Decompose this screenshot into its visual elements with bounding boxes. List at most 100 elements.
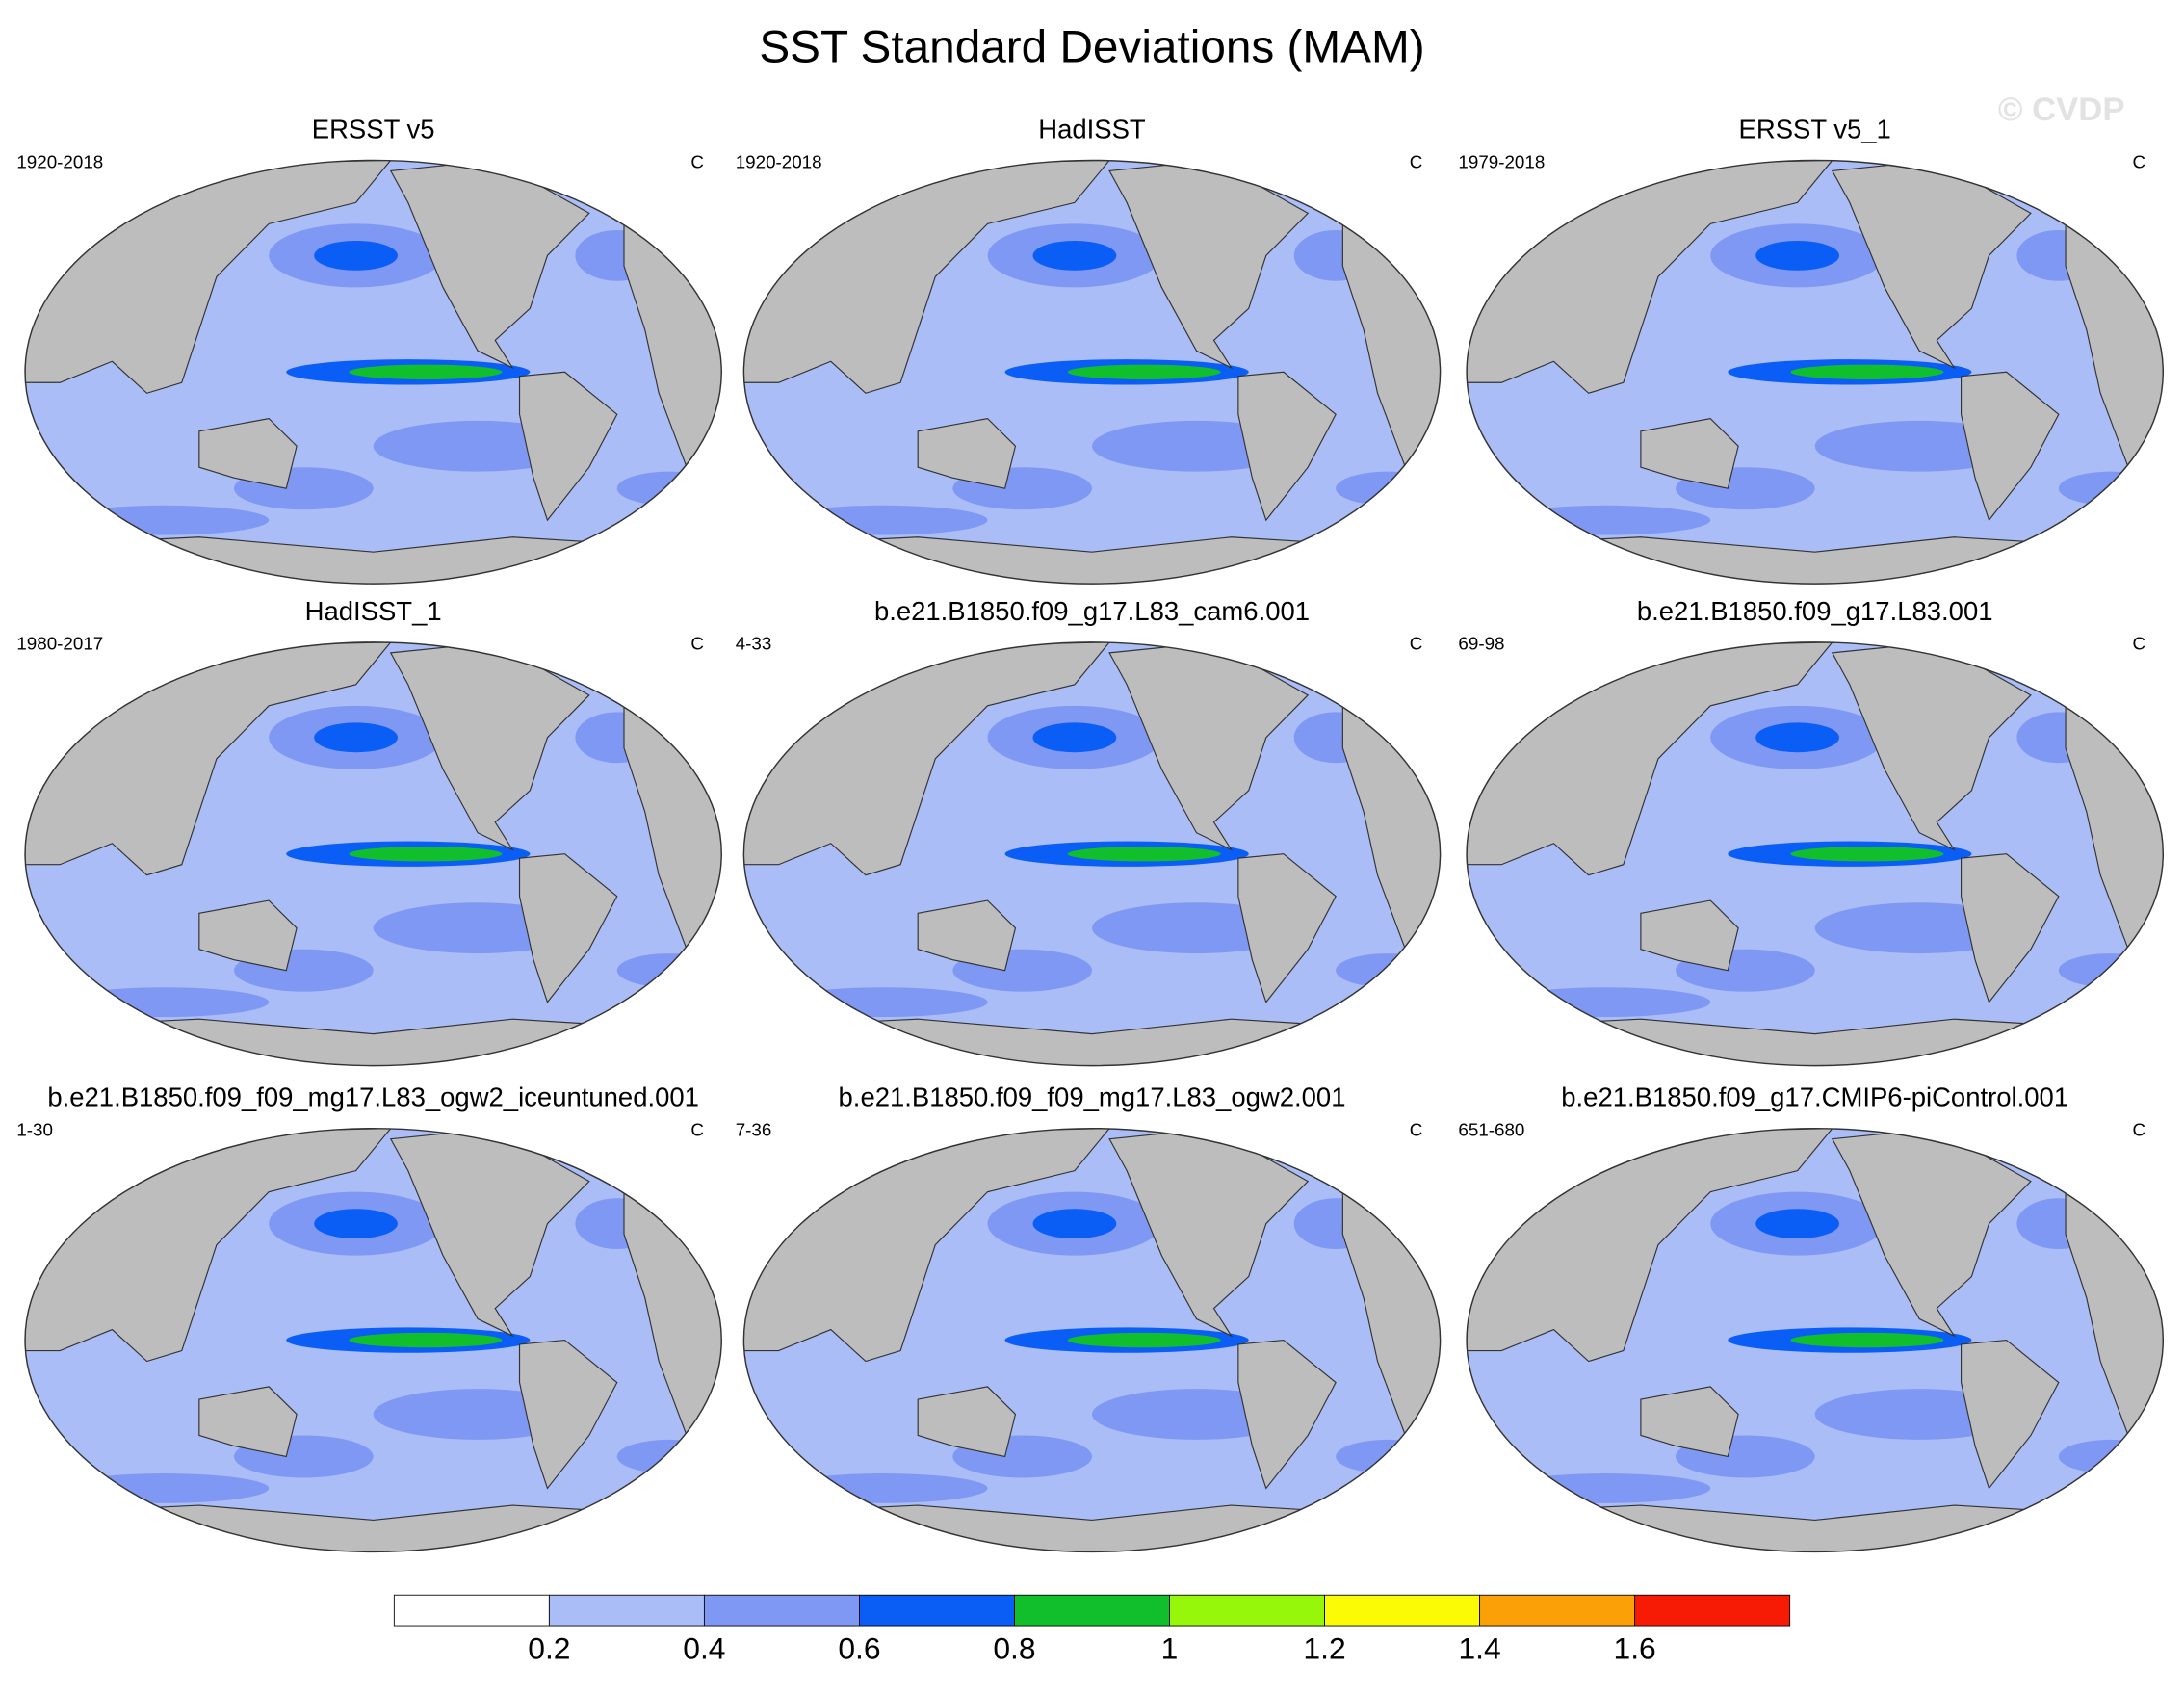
panel-units: C [1410,1120,1423,1140]
panel-title: b.e21.B1850.f09_g17.L83.001 [1637,596,1993,626]
land [1237,853,1337,1003]
panel-period: 1920-2018 [16,151,103,171]
land [389,1128,590,1338]
sst-anomaly-region [1790,1332,1944,1348]
map-body [1467,1128,2164,1552]
sst-anomaly-region [1790,847,1944,862]
map-panel: b.e21.B1850.f09_f09_mg17.L83_ogw2_iceunt… [16,1082,722,1553]
map-body [1467,641,2164,1066]
sst-anomaly-region [1501,987,1711,1018]
land [518,1339,618,1490]
panel-units: C [690,151,704,171]
colorbar-swatch [1014,1594,1170,1627]
land [1108,1128,1310,1338]
panel-period: 1-30 [16,1120,53,1140]
land [1960,371,2060,522]
panel-units: C [2132,151,2145,171]
map-body [25,1128,722,1552]
panel-title: HadISST_1 [305,596,442,626]
land [1831,641,2032,851]
sst-anomaly-region [314,240,398,271]
sst-anomaly-region [1032,722,1117,753]
watermark: © CVDP [1998,91,2125,128]
panel-period: 4-33 [736,634,772,654]
sst-anomaly-region [1755,240,1840,271]
land [198,899,298,972]
map-panel: HadISST_1 1980-2017 C [16,596,722,1067]
sst-anomaly-region [616,953,722,988]
map-panel: b.e21.B1850.f09_f09_mg17.L83_ogw2.001 7-3… [736,1082,1442,1553]
sst-anomaly-region [2058,1439,2164,1474]
map-border [742,159,1442,585]
map-border [24,159,722,585]
panel-title: b.e21.B1850.f09_f09_mg17.L83_ogw2_iceunt… [47,1082,699,1112]
colorbar-tick-label: 1.6 [1614,1630,1656,1665]
colorbar-tick-label: 0.6 [838,1630,880,1665]
sst-anomaly-region [1032,1209,1117,1239]
land [1237,371,1337,522]
map-body [25,641,722,1066]
land [1831,160,2032,370]
map-body [1467,160,2164,585]
panel-title: b.e21.B1850.f09_f09_mg17.L83_ogw2.001 [839,1082,1346,1112]
sst-anomaly-region [1501,1473,1711,1503]
map-border [1466,159,2165,585]
colorbar-swatch [703,1594,860,1627]
panel-units: C [1410,634,1423,654]
panel-title: b.e21.B1850.f09_g17.L83_cam6.001 [874,596,1310,626]
sst-anomaly-region [1067,1332,1221,1348]
land [1640,1386,1739,1458]
map-border [742,641,1442,1067]
sst-anomaly-region [1067,364,1221,379]
sst-anomaly-region [1336,1439,1441,1474]
panel-units: C [1410,151,1423,171]
figure-title: SST Standard Deviations (MAM) [759,22,1424,73]
land [198,1386,298,1458]
sst-anomaly-region [60,987,270,1018]
panel-units: C [690,1120,704,1140]
land [518,371,618,522]
colorbar-tick-label: 0.2 [528,1630,570,1665]
sst-anomaly-region [778,987,988,1018]
colorbar-swatch [1324,1594,1481,1627]
map-border [24,1127,722,1553]
sst-anomaly-region [349,847,503,862]
map-body [743,641,1441,1066]
sst-anomaly-region [778,505,988,535]
colorbar-tick-label: 1 [1161,1630,1179,1665]
panel-period: 651-680 [1458,1120,1524,1140]
land [1640,899,1739,972]
sst-anomaly-region [1067,847,1221,862]
sst-anomaly-region [1501,505,1711,535]
panel-title: ERSST v5_1 [1739,114,1891,143]
panel-title: b.e21.B1850.f09_g17.CMIP6-piControl.001 [1561,1082,2068,1112]
map-border [1466,641,2165,1067]
land [518,853,618,1003]
map-body [743,160,1441,585]
land [1960,1339,2060,1490]
land [1831,1128,2032,1338]
sst-anomaly-region [349,1332,503,1348]
land [198,418,298,489]
colorbar-swatch [393,1594,550,1627]
sst-anomaly-region [2058,471,2164,506]
sst-anomaly-region [349,364,503,379]
land [917,899,1017,972]
sst-anomaly-region [1790,364,1944,379]
colorbar-tick-label: 0.4 [683,1630,725,1665]
sst-anomaly-region [2058,953,2164,988]
sst-anomaly-region [1755,1209,1840,1239]
panel-units: C [2132,634,2145,654]
land [1237,1339,1337,1490]
sst-anomaly-region [616,471,722,506]
panel-units: C [690,634,704,654]
land [917,1386,1017,1458]
land [389,160,590,370]
colorbar-swatch [1634,1594,1791,1627]
sst-anomaly-region [60,505,270,535]
map-panel: b.e21.B1850.f09_g17.L83.001 69-98 C [1458,596,2165,1067]
panel-period: 7-36 [736,1120,772,1140]
panel-units: C [2132,1120,2145,1140]
panel-period: 1979-2018 [1458,151,1545,171]
